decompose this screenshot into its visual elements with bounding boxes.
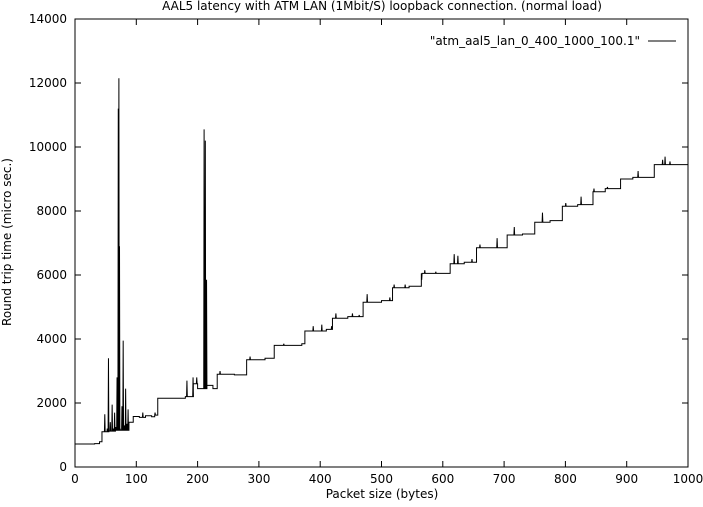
x-tick-label: 0 — [71, 472, 79, 486]
series-line — [75, 78, 688, 445]
ticks: 0 100 200 300 400 500 600 700 800 900 100002000400… — [29, 12, 703, 486]
plot-frame — [74, 18, 689, 468]
y-tick-label: 8000 — [36, 204, 67, 218]
x-tick-label: 500 — [370, 472, 393, 486]
y-tick-label: 0 — [59, 460, 67, 474]
y-axis-label: Round trip time (micro sec.) — [0, 158, 14, 326]
x-tick-label: 300 — [247, 472, 270, 486]
x-tick-label: 200 — [186, 472, 209, 486]
axes — [74, 18, 689, 468]
x-tick-label: 900 — [615, 472, 638, 486]
x-tick-label: 700 — [493, 472, 516, 486]
x-tick-label: 100 — [125, 472, 148, 486]
y-tick-label: 2000 — [36, 396, 67, 410]
y-tick-label: 4000 — [36, 332, 67, 346]
legend: "atm_aal5_lan_0_400_1000_100.1" — [430, 34, 676, 48]
legend-label: "atm_aal5_lan_0_400_1000_100.1" — [430, 34, 640, 48]
y-tick-label: 6000 — [36, 268, 67, 282]
chart-title: AAL5 latency with ATM LAN (1Mbit/S) loop… — [162, 0, 602, 13]
x-tick-label: 1000 — [673, 472, 703, 486]
x-tick-label: 800 — [554, 472, 577, 486]
series-layer — [75, 78, 688, 445]
x-tick-label: 400 — [309, 472, 332, 486]
y-tick-label: 14000 — [29, 12, 67, 26]
x-tick-label: 600 — [431, 472, 454, 486]
x-axis-label: Packet size (bytes) — [326, 487, 439, 501]
y-tick-label: 12000 — [29, 76, 67, 90]
y-tick-label: 10000 — [29, 140, 67, 154]
